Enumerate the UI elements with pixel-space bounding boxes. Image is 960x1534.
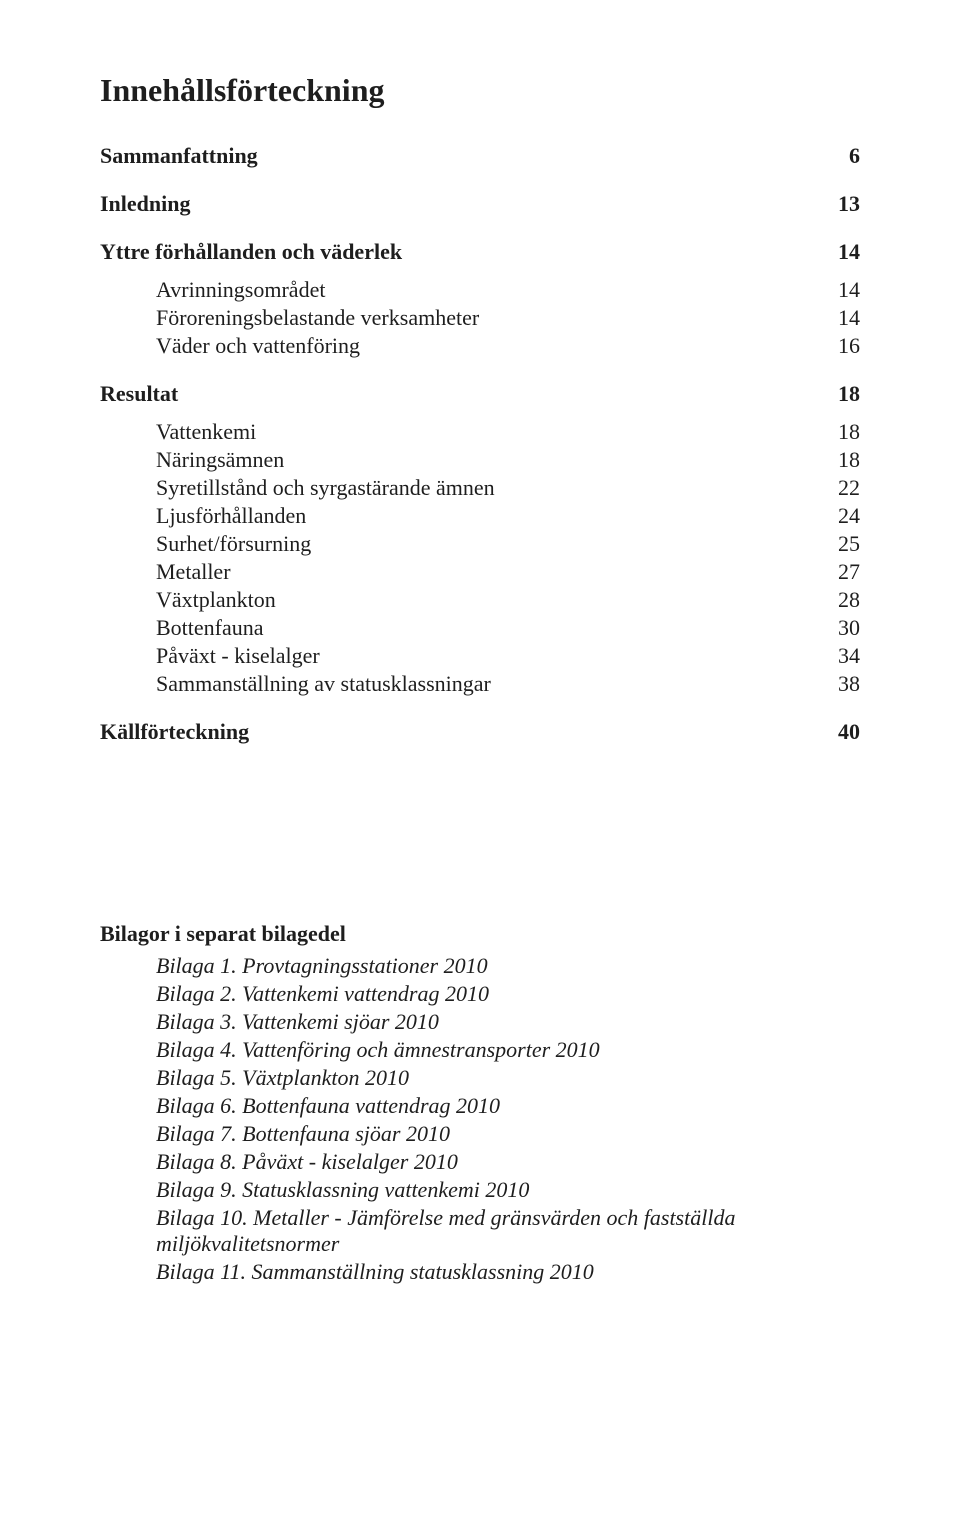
toc-sub-page: 24 xyxy=(838,503,860,529)
bilaga-item: Bilaga 11. Sammanställning statusklassni… xyxy=(156,1259,860,1285)
toc-sub-label: Ljusförhållanden xyxy=(156,503,306,529)
bilaga-item: Bilaga 9. Statusklassning vattenkemi 201… xyxy=(156,1177,860,1203)
toc-sub-page: 18 xyxy=(838,447,860,473)
toc-sub: Avrinningsområdet 14 xyxy=(156,277,860,303)
bilaga-item: Bilaga 4. Vattenföring och ämnestranspor… xyxy=(156,1037,860,1063)
toc-sub-label: Avrinningsområdet xyxy=(156,277,325,303)
toc-sub: Metaller 27 xyxy=(156,559,860,585)
toc-sub-page: 25 xyxy=(838,531,860,557)
toc-section-page: 6 xyxy=(849,143,860,169)
toc-sub: Vattenkemi 18 xyxy=(156,419,860,445)
toc-sub: Föroreningsbelastande verksamheter 14 xyxy=(156,305,860,331)
toc-sub-label: Surhet/försurning xyxy=(156,531,311,557)
toc-section: Källförteckning 40 xyxy=(100,719,860,745)
bilagor-title: Bilagor i separat bilagedel xyxy=(100,921,860,947)
toc-section: Sammanfattning 6 xyxy=(100,143,860,169)
toc-sub: Surhet/försurning 25 xyxy=(156,531,860,557)
toc-sub: Bottenfauna 30 xyxy=(156,615,860,641)
toc-sub-label: Påväxt - kiselalger xyxy=(156,643,320,669)
toc-sub-page: 30 xyxy=(838,615,860,641)
toc-section-label: Inledning xyxy=(100,191,191,217)
bilaga-item: Bilaga 10. Metaller - Jämförelse med grä… xyxy=(156,1205,860,1257)
page: Innehållsförteckning Sammanfattning 6 In… xyxy=(0,0,960,1534)
toc-sub: Väder och vattenföring 16 xyxy=(156,333,860,359)
toc-section-label: Yttre förhållanden och väderlek xyxy=(100,239,402,265)
toc-sub-page: 34 xyxy=(838,643,860,669)
toc-sub: Påväxt - kiselalger 34 xyxy=(156,643,860,669)
bilaga-item: Bilaga 1. Provtagningsstationer 2010 xyxy=(156,953,860,979)
toc-sub: Syretillstånd och syrgastärande ämnen 22 xyxy=(156,475,860,501)
toc-section: Yttre förhållanden och väderlek 14 xyxy=(100,239,860,265)
toc-sub-page: 18 xyxy=(838,419,860,445)
toc-sub-label: Näringsämnen xyxy=(156,447,284,473)
bilaga-item: Bilaga 5. Växtplankton 2010 xyxy=(156,1065,860,1091)
toc-sub-page: 14 xyxy=(838,305,860,331)
toc-section-page: 13 xyxy=(838,191,860,217)
toc-section-page: 14 xyxy=(838,239,860,265)
toc-sub-block: Avrinningsområdet 14 Föroreningsbelastan… xyxy=(156,277,860,359)
toc-sub-page: 16 xyxy=(838,333,860,359)
toc-section-page: 40 xyxy=(838,719,860,745)
toc-sub-label: Växtplankton xyxy=(156,587,276,613)
toc-sub: Växtplankton 28 xyxy=(156,587,860,613)
toc-title: Innehållsförteckning xyxy=(100,72,860,109)
toc-sub-page: 28 xyxy=(838,587,860,613)
bilaga-item: Bilaga 2. Vattenkemi vattendrag 2010 xyxy=(156,981,860,1007)
toc-section-label: Källförteckning xyxy=(100,719,249,745)
toc-sub-page: 14 xyxy=(838,277,860,303)
toc-section: Resultat 18 xyxy=(100,381,860,407)
toc-sub-label: Bottenfauna xyxy=(156,615,264,641)
bilaga-item: Bilaga 6. Bottenfauna vattendrag 2010 xyxy=(156,1093,860,1119)
toc-sub-label: Sammanställning av statusklassningar xyxy=(156,671,491,697)
toc-sub-page: 27 xyxy=(838,559,860,585)
toc-section-label: Sammanfattning xyxy=(100,143,258,169)
bilaga-item: Bilaga 7. Bottenfauna sjöar 2010 xyxy=(156,1121,860,1147)
bilaga-item: Bilaga 3. Vattenkemi sjöar 2010 xyxy=(156,1009,860,1035)
toc-section-label: Resultat xyxy=(100,381,178,407)
spacer xyxy=(100,751,860,921)
toc-sub: Ljusförhållanden 24 xyxy=(156,503,860,529)
toc-sub-label: Vattenkemi xyxy=(156,419,256,445)
toc-sub-block: Vattenkemi 18 Näringsämnen 18 Syretillst… xyxy=(156,419,860,697)
toc-sub-page: 38 xyxy=(838,671,860,697)
toc-sub-label: Väder och vattenföring xyxy=(156,333,360,359)
toc-sub-label: Metaller xyxy=(156,559,231,585)
toc-sub-label: Syretillstånd och syrgastärande ämnen xyxy=(156,475,495,501)
toc-section: Inledning 13 xyxy=(100,191,860,217)
bilaga-item: Bilaga 8. Påväxt - kiselalger 2010 xyxy=(156,1149,860,1175)
toc-sub: Näringsämnen 18 xyxy=(156,447,860,473)
toc-section-page: 18 xyxy=(838,381,860,407)
bilagor-block: Bilaga 1. Provtagningsstationer 2010 Bil… xyxy=(156,953,860,1285)
toc-sub: Sammanställning av statusklassningar 38 xyxy=(156,671,860,697)
toc-sub-label: Föroreningsbelastande verksamheter xyxy=(156,305,479,331)
toc-sub-page: 22 xyxy=(838,475,860,501)
